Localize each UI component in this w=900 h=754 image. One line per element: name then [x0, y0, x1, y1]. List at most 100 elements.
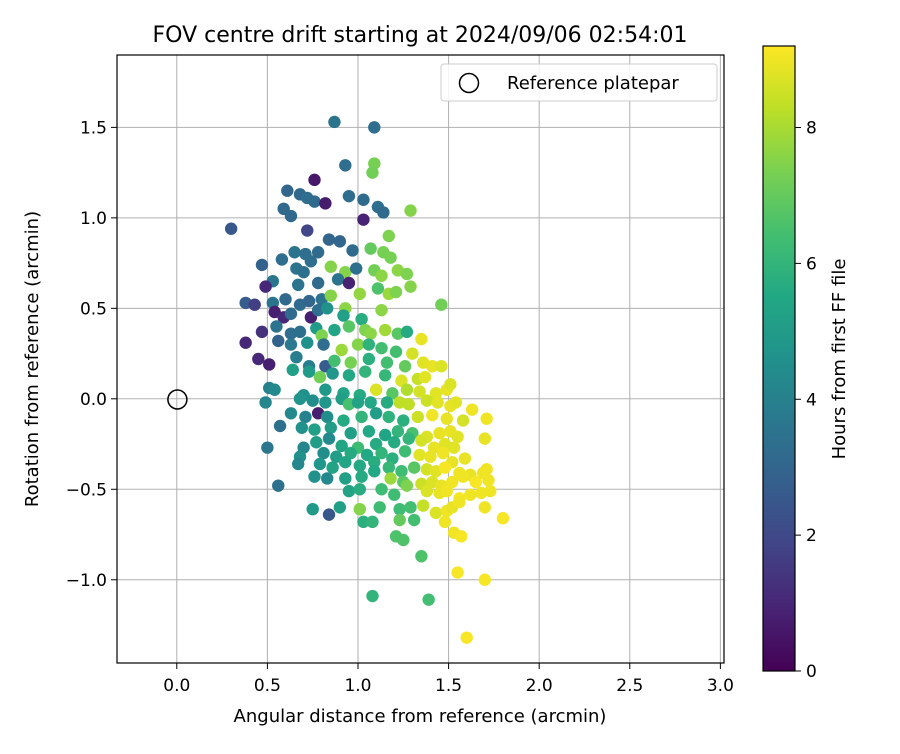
data-point: [375, 269, 388, 282]
data-point: [255, 258, 269, 272]
data-point: [290, 350, 303, 364]
data-point: [482, 474, 495, 487]
reference-marker: [167, 389, 188, 410]
data-point: [331, 273, 345, 286]
data-point: [353, 459, 366, 472]
data-point: [268, 383, 281, 396]
data-point: [478, 432, 492, 445]
data-point: [297, 265, 310, 279]
data-point: [415, 332, 428, 346]
data-point: [413, 448, 426, 462]
data-point: [362, 425, 376, 438]
data-point: [339, 472, 352, 485]
legend-box: [440, 63, 718, 102]
data-point: [311, 246, 325, 259]
data-point: [344, 426, 357, 440]
data-point: [308, 195, 321, 208]
data-point: [400, 479, 414, 492]
data-point: [406, 347, 419, 360]
data-point: [444, 378, 457, 391]
data-point: [429, 506, 443, 520]
data-point: [357, 213, 370, 226]
data-point: [484, 484, 497, 498]
data-point: [378, 369, 392, 382]
data-point: [480, 463, 493, 476]
data-point: [395, 374, 408, 387]
data-point: [317, 338, 330, 351]
data-point: [368, 455, 381, 469]
data-point: [449, 396, 463, 409]
data-point: [375, 303, 388, 317]
data-point: [344, 356, 357, 369]
data-point: [377, 206, 390, 219]
data-point: [400, 267, 414, 281]
data-point: [357, 193, 370, 206]
data-point: [319, 383, 332, 396]
data-point: [355, 470, 368, 483]
data-point: [407, 461, 421, 474]
data-point: [342, 484, 356, 498]
data-point: [369, 437, 383, 451]
data-point: [349, 262, 363, 275]
x-tick-label: 1.0: [344, 676, 371, 696]
data-point: [368, 464, 381, 478]
colorbar: 0 2 4 6 8 Hours from first FF file: [762, 45, 850, 682]
data-point: [306, 502, 319, 516]
data-point: [357, 515, 370, 529]
data-point: [453, 495, 466, 509]
data-point: [384, 251, 397, 264]
data-point: [426, 360, 439, 373]
data-point: [364, 242, 377, 255]
y-tick-label: 1.5: [80, 118, 107, 138]
colorbar-tick-label: 6: [806, 254, 817, 274]
data-point: [281, 184, 294, 197]
data-point: [451, 430, 464, 444]
data-point: [351, 396, 365, 409]
y-axis-ticks: −1.0 −0.5 0.0 0.5 1.0 1.5: [66, 118, 117, 591]
data-point: [342, 276, 356, 290]
data-point: [382, 410, 395, 424]
data-point: [375, 446, 388, 460]
data-point: [308, 173, 321, 187]
data-point: [328, 115, 341, 129]
data-point: [382, 461, 395, 474]
data-point: [424, 450, 437, 463]
data-point: [252, 352, 265, 366]
y-tick-label: 0.5: [80, 299, 107, 319]
data-point: [291, 278, 305, 292]
data-point: [398, 360, 412, 373]
data-point: [388, 488, 401, 501]
data-point: [386, 387, 399, 400]
data-point: [288, 246, 301, 259]
data-point: [335, 439, 348, 453]
x-tick-label: 3.0: [707, 676, 734, 696]
data-point: [346, 244, 359, 257]
colorbar-tick-label: 8: [806, 119, 817, 139]
data-point: [404, 280, 417, 293]
data-point: [284, 407, 298, 420]
data-point: [310, 436, 323, 449]
data-point: [326, 461, 339, 474]
x-tick-label: 1.5: [435, 676, 462, 696]
data-point: [451, 566, 464, 579]
data-point: [398, 445, 412, 458]
grid-lines: [117, 55, 724, 663]
x-tick-label: 0.5: [254, 676, 281, 696]
data-point: [248, 298, 261, 311]
data-point: [320, 410, 334, 424]
data-point: [326, 367, 339, 380]
data-points: [224, 115, 510, 644]
data-point: [335, 343, 348, 357]
data-point: [324, 260, 338, 273]
data-point: [496, 512, 510, 525]
data-point: [366, 515, 379, 529]
data-point: [319, 197, 332, 210]
data-point: [302, 365, 316, 378]
data-point: [371, 282, 385, 295]
data-point: [359, 365, 372, 378]
x-tick-label: 2.0: [526, 676, 553, 696]
data-point: [393, 502, 406, 516]
data-point: [418, 370, 432, 384]
